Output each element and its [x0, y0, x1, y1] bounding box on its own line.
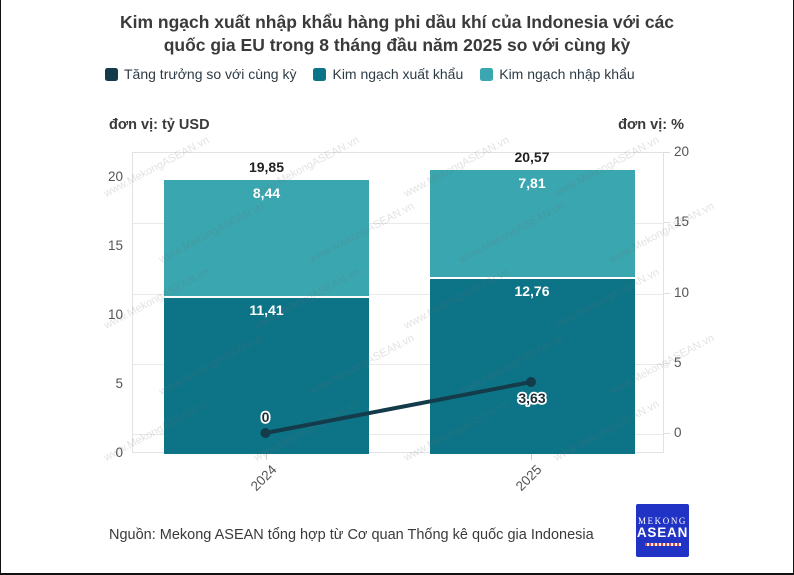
chart-title-line1: Kim ngạch xuất nhập khẩu hàng phi dầu kh…: [119, 12, 675, 32]
bar-2024-export-segment: [164, 296, 369, 454]
bar-2025-import-segment: [429, 170, 635, 278]
legend-item-1: Kim ngạch xuất khẩu: [313, 66, 463, 82]
bar-2025-segment-divider: [429, 276, 635, 279]
y-axis-left-tick-label: 15: [107, 238, 123, 253]
y-axis-left-tick-label: 5: [115, 376, 123, 391]
bar-2025-export-value-label: 12,76: [514, 282, 550, 299]
legend-item-label: Kim ngạch nhập khẩu: [499, 66, 635, 82]
y-axis-left-tick-label: 20: [107, 169, 123, 184]
legend-swatch-icon: [313, 67, 327, 81]
legend-swatch-icon: [105, 67, 118, 81]
right-axis-unit-label: đơn vị: %: [618, 117, 684, 133]
logo-mekong-text: MEKONG: [637, 515, 688, 526]
gridline-15pct: [133, 223, 663, 225]
gridline-5pct: [133, 363, 663, 365]
bar-2024-import-value-label: 8,44: [252, 185, 281, 202]
growth-point-2024: [260, 428, 271, 438]
right-axis-tick-mark: [664, 362, 670, 364]
x-axis-label-2024: 2024: [247, 462, 280, 494]
y-axis-right-tick-label: 10: [674, 284, 690, 300]
mekong-asean-logo: MEKONG ASEAN: [636, 504, 689, 557]
source-text: Nguồn: Mekong ASEAN tổng hợp từ Cơ quan …: [109, 527, 594, 543]
legend-swatch-icon: [480, 67, 494, 81]
right-axis-tick-mark: [664, 433, 670, 434]
logo-asean-text: ASEAN: [636, 524, 689, 540]
y-axis-left-tick-label: 10: [107, 307, 123, 322]
legend: Tăng trưởng so với cùng kỳ Kim ngạch xuất…: [105, 66, 635, 82]
logo-tagline-stripe: [644, 542, 681, 546]
x-axis-tick-mark: [265, 454, 267, 460]
right-axis-tick-mark: [664, 222, 670, 224]
x-axis-label-2025: 2025: [512, 462, 545, 494]
chart-title: Kim ngạch xuất nhập khẩu hàng phi dầu kh…: [1, 11, 793, 57]
plot-area: 8,44 11,41 19,85 7,81 12,76 20,57 www.MekongAS…: [102, 134, 716, 464]
growth-line-layer: 03,63: [260, 376, 548, 438]
y-axis-right-tick-label: 0: [674, 425, 682, 440]
bar-2024-total-label: 19,85: [248, 159, 285, 176]
y-axis-right-tick-label: 5: [674, 354, 682, 370]
legend-item-2: Kim ngạch nhập khẩu: [480, 66, 635, 82]
left-axis-unit-label: đơn vị: tỷ USD: [109, 117, 210, 133]
chart-title-line2: quốc gia EU trong 8 tháng đầu năm 2025 s…: [163, 35, 631, 56]
right-axis-tick-mark: [664, 152, 670, 153]
bar-2024-export-value-label: 11,41: [249, 301, 284, 318]
growth-point-label-2024: 0: [262, 409, 270, 425]
legend-item-0: Tăng trưởng so với cùng kỳ: [105, 66, 296, 82]
gridline-10pct: [133, 293, 663, 295]
growth-point-label-2025: 3,63: [518, 390, 545, 406]
bar-2024-import-segment: [164, 180, 369, 297]
gridline-0pct: [133, 434, 663, 435]
bar-2024-segment-divider: [164, 295, 369, 298]
y-axis-left-tick-label: 0: [115, 445, 123, 460]
legend-item-label: Kim ngạch xuất khẩu: [332, 66, 464, 82]
right-axis-tick-mark: [664, 292, 670, 294]
bar-2025-total-label: 20,57: [514, 149, 550, 166]
x-axis-tick-mark: [531, 454, 532, 460]
y-axis-right-tick-label: 20: [674, 144, 690, 159]
legend-item-label: Tăng trưởng so với cùng kỳ: [124, 66, 297, 82]
y-axis-right-tick-label: 15: [674, 214, 690, 230]
bar-2025-import-value-label: 7,81: [518, 175, 546, 192]
growth-line: [265, 380, 532, 435]
growth-point-2025: [526, 376, 536, 387]
bar-2025-export-segment: [429, 277, 635, 454]
